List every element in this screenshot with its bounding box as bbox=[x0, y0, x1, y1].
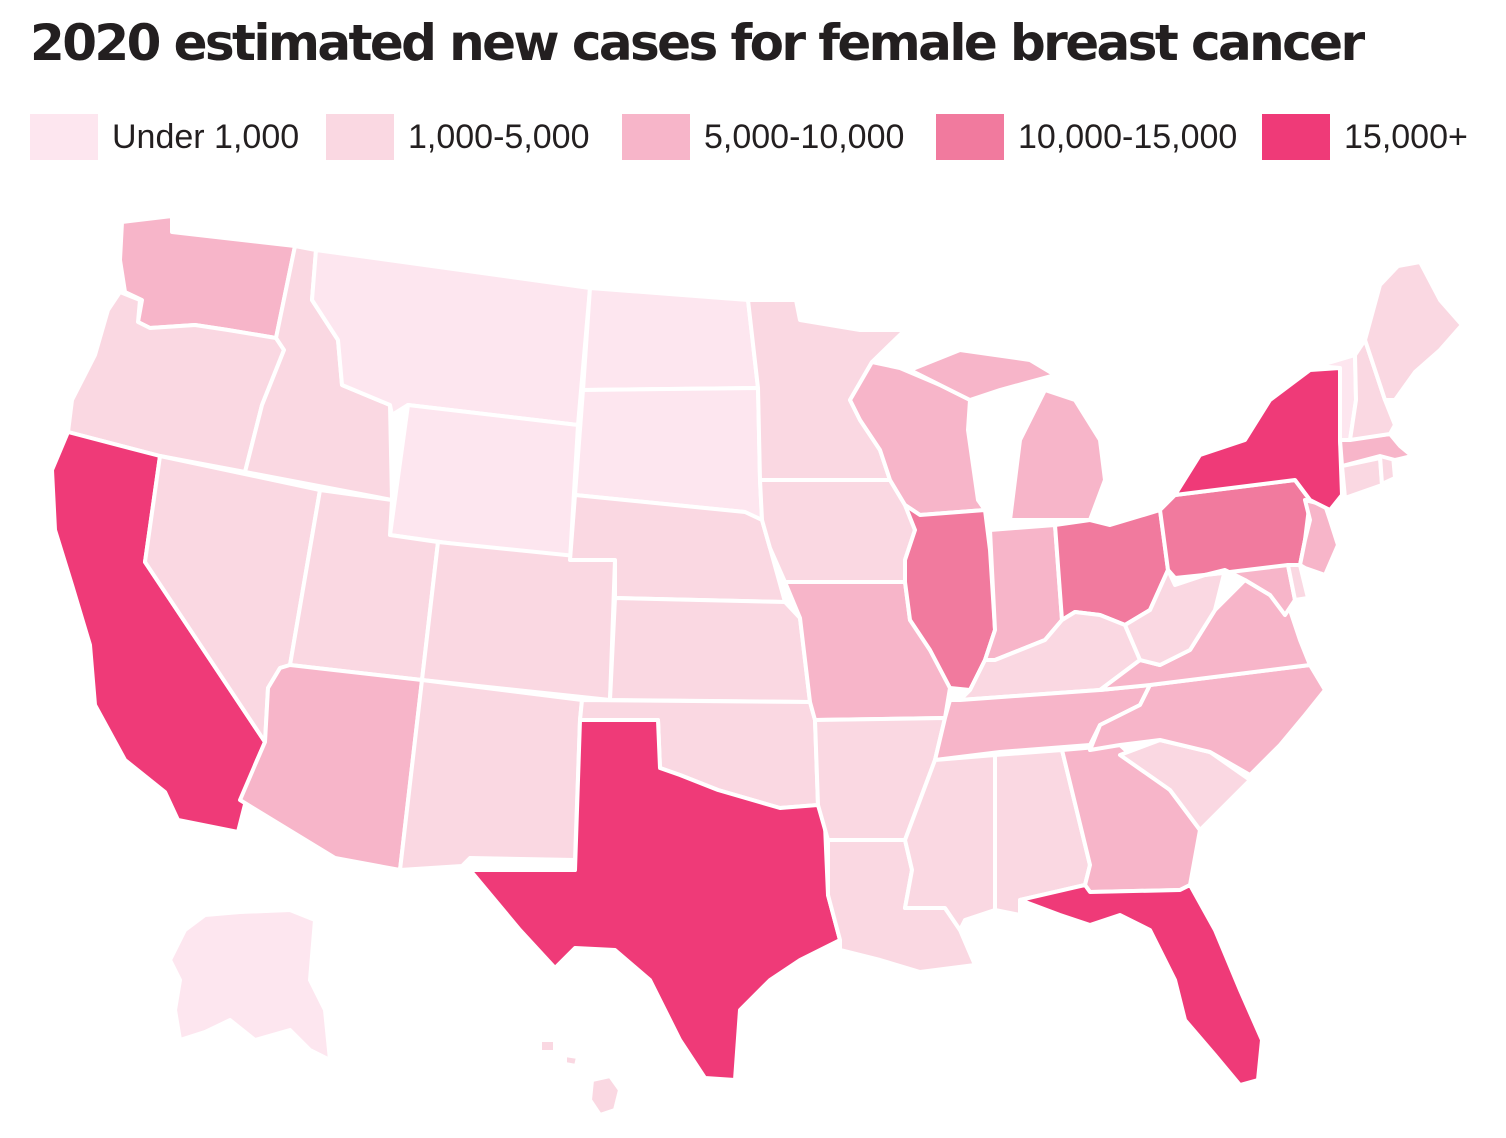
legend-swatch bbox=[30, 114, 98, 160]
state-iowa[interactable] bbox=[758, 478, 917, 584]
state-new-jersey[interactable] bbox=[1298, 498, 1340, 577]
state-illinois[interactable] bbox=[903, 503, 997, 692]
state-north-dakota[interactable] bbox=[581, 286, 760, 392]
legend-label: 1,000-5,000 bbox=[408, 118, 590, 156]
state-maine[interactable] bbox=[1363, 260, 1464, 402]
state-washington[interactable] bbox=[118, 214, 297, 340]
state-delaware[interactable] bbox=[1286, 563, 1310, 602]
state-wisconsin[interactable] bbox=[848, 360, 987, 517]
state-arizona[interactable] bbox=[238, 663, 424, 872]
legend-label: 10,000-15,000 bbox=[1018, 118, 1238, 156]
legend-swatch bbox=[1262, 114, 1330, 160]
state-hawaii[interactable] bbox=[538, 1038, 622, 1117]
state-kansas[interactable] bbox=[608, 596, 812, 704]
legend-label: Under 1,000 bbox=[112, 118, 300, 156]
legend-swatch bbox=[326, 114, 394, 160]
state-michigan[interactable] bbox=[908, 348, 1107, 522]
legend-swatch bbox=[936, 114, 1004, 160]
legend-label: 15,000+ bbox=[1344, 118, 1468, 156]
legend-label: 5,000-10,000 bbox=[704, 118, 905, 156]
state-massachusetts[interactable] bbox=[1338, 432, 1414, 468]
state-new-mexico[interactable] bbox=[398, 678, 584, 872]
legend-swatch bbox=[622, 114, 690, 160]
state-alaska[interactable] bbox=[168, 908, 332, 1062]
state-colorado[interactable] bbox=[420, 540, 617, 702]
state-florida[interactable] bbox=[1018, 883, 1264, 1087]
map-title: 2020 estimated new cases for female brea… bbox=[30, 14, 1365, 72]
state-texas[interactable] bbox=[468, 718, 842, 1082]
state-wyoming[interactable] bbox=[388, 403, 580, 562]
